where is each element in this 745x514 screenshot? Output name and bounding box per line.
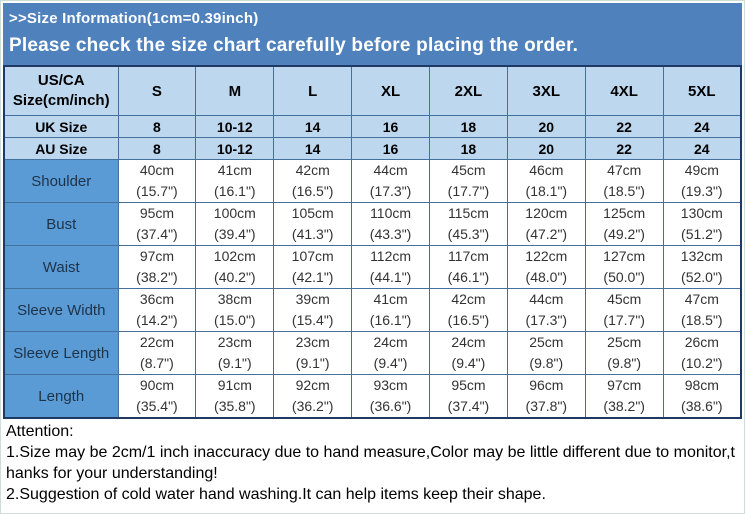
measurement-cell: 26cm (10.2") xyxy=(662,331,742,375)
au-size-value: 8 xyxy=(117,137,197,160)
attention-note-2: 2.Suggestion of cold water hand washing.… xyxy=(6,486,546,503)
measurement-cell: 44cm (17.3") xyxy=(506,288,586,332)
sleeve-length-row: Sleeve Length 22cm (8.7") 23cm (9.1") 23… xyxy=(3,331,742,375)
measurement-cell: 22cm (8.7") xyxy=(117,331,197,375)
measurement-cell: 41cm (16.1") xyxy=(351,288,430,332)
size-column-header-m: M xyxy=(195,65,275,116)
measurement-cell: 25cm (9.8") xyxy=(506,331,586,375)
measurement-cell: 93cm (36.6") xyxy=(351,374,430,419)
size-column-header-xl: XL xyxy=(351,65,430,116)
measurement-cell: 23cm (9.1") xyxy=(195,331,275,375)
measurement-cell: 132cm (52.0") xyxy=(662,245,742,289)
uk-size-value: 20 xyxy=(506,115,586,138)
measurement-cell: 95cm (37.4") xyxy=(429,374,508,419)
measurement-cell: 96cm (37.8") xyxy=(506,374,586,419)
au-size-label: AU Size xyxy=(3,137,119,160)
banner: >>Size Information(1cm=0.39inch) Please … xyxy=(3,3,742,65)
attention-title: Attention: xyxy=(6,423,74,440)
measurement-cell: 107cm (42.1") xyxy=(273,245,353,289)
row-label-shoulder: Shoulder xyxy=(3,159,119,203)
measurement-cell: 102cm (40.2") xyxy=(195,245,275,289)
uk-size-value: 24 xyxy=(662,115,742,138)
au-size-value: 20 xyxy=(506,137,586,160)
measurement-cell: 117cm (46.1") xyxy=(429,245,508,289)
row-label-bust: Bust xyxy=(3,202,119,246)
au-size-value: 22 xyxy=(584,137,664,160)
length-row: Length 90cm (35.4") 91cm (35.8") 92cm (3… xyxy=(3,374,742,419)
measurement-cell: 97cm (38.2") xyxy=(584,374,664,419)
measurement-cell: 98cm (38.6") xyxy=(662,374,742,419)
size-column-header-4xl: 4XL xyxy=(584,65,664,116)
corner-header: US/CA Size(cm/inch) xyxy=(3,65,119,116)
measurement-cell: 112cm (44.1") xyxy=(351,245,430,289)
measurement-cell: 46cm (18.1") xyxy=(506,159,586,203)
size-column-header-l: L xyxy=(273,65,353,116)
measurement-cell: 125cm (49.2") xyxy=(584,202,664,246)
measurement-cell: 42cm (16.5") xyxy=(429,288,508,332)
bust-row: Bust 95cm (37.4") 100cm (39.4") 105cm (4… xyxy=(3,202,742,246)
size-header-row: US/CA Size(cm/inch) S M L XL 2XL 3XL 4XL… xyxy=(3,65,742,116)
au-size-value: 18 xyxy=(429,137,508,160)
au-size-value: 14 xyxy=(273,137,353,160)
uk-size-value: 8 xyxy=(117,115,197,138)
measurement-cell: 105cm (41.3") xyxy=(273,202,353,246)
measurement-cell: 130cm (51.2") xyxy=(662,202,742,246)
measurement-cell: 47cm (18.5") xyxy=(584,159,664,203)
attention-section: Attention: 1.Size may be 2cm/1 inch inac… xyxy=(3,419,742,505)
size-column-header-s: S xyxy=(117,65,197,116)
waist-row: Waist 97cm (38.2") 102cm (40.2") 107cm (… xyxy=(3,245,742,289)
size-column-header-2xl: 2XL xyxy=(429,65,508,116)
uk-size-row: UK Size 8 10-12 14 16 18 20 22 24 xyxy=(3,115,742,138)
measurement-cell: 24cm (9.4") xyxy=(429,331,508,375)
measurement-cell: 39cm (15.4") xyxy=(273,288,353,332)
size-column-header-5xl: 5XL xyxy=(662,65,742,116)
au-size-value: 16 xyxy=(351,137,430,160)
measurement-cell: 47cm (18.5") xyxy=(662,288,742,332)
measurement-cell: 23cm (9.1") xyxy=(273,331,353,375)
uk-size-value: 10-12 xyxy=(195,115,275,138)
measurement-cell: 44cm (17.3") xyxy=(351,159,430,203)
measurement-cell: 95cm (37.4") xyxy=(117,202,197,246)
measurement-cell: 110cm (43.3") xyxy=(351,202,430,246)
measurement-cell: 38cm (15.0") xyxy=(195,288,275,332)
shoulder-row: Shoulder 40cm (15.7") 41cm (16.1") 42cm … xyxy=(3,159,742,203)
measurement-cell: 91cm (35.8") xyxy=(195,374,275,419)
size-chart-notice: Please check the size chart carefully be… xyxy=(9,35,579,56)
measurement-cell: 40cm (15.7") xyxy=(117,159,197,203)
row-label-sleeve-width: Sleeve Width xyxy=(3,288,119,332)
measurement-cell: 45cm (17.7") xyxy=(429,159,508,203)
measurement-cell: 97cm (38.2") xyxy=(117,245,197,289)
size-information-title: >>Size Information(1cm=0.39inch) xyxy=(9,10,259,27)
uk-size-value: 22 xyxy=(584,115,664,138)
measurement-cell: 90cm (35.4") xyxy=(117,374,197,419)
measurement-cell: 120cm (47.2") xyxy=(506,202,586,246)
measurement-cell: 24cm (9.4") xyxy=(351,331,430,375)
size-table: US/CA Size(cm/inch) S M L XL 2XL 3XL 4XL… xyxy=(3,65,742,419)
measurement-cell: 41cm (16.1") xyxy=(195,159,275,203)
uk-size-value: 18 xyxy=(429,115,508,138)
measurement-cell: 122cm (48.0") xyxy=(506,245,586,289)
uk-size-label: UK Size xyxy=(3,115,119,138)
measurement-cell: 49cm (19.3") xyxy=(662,159,742,203)
uk-size-value: 14 xyxy=(273,115,353,138)
row-label-sleeve-length: Sleeve Length xyxy=(3,331,119,375)
measurement-cell: 100cm (39.4") xyxy=(195,202,275,246)
measurement-cell: 25cm (9.8") xyxy=(584,331,664,375)
measurement-cell: 42cm (16.5") xyxy=(273,159,353,203)
attention-note-1: 1.Size may be 2cm/1 inch inaccuracy due … xyxy=(6,444,735,482)
measurement-cell: 92cm (36.2") xyxy=(273,374,353,419)
row-label-waist: Waist xyxy=(3,245,119,289)
au-size-value: 24 xyxy=(662,137,742,160)
measurement-cell: 45cm (17.7") xyxy=(584,288,664,332)
au-size-row: AU Size 8 10-12 14 16 18 20 22 24 xyxy=(3,137,742,160)
size-column-header-3xl: 3XL xyxy=(506,65,586,116)
au-size-value: 10-12 xyxy=(195,137,275,160)
measurement-cell: 36cm (14.2") xyxy=(117,288,197,332)
measurement-cell: 127cm (50.0") xyxy=(584,245,664,289)
uk-size-value: 16 xyxy=(351,115,430,138)
row-label-length: Length xyxy=(3,374,119,419)
sleeve-width-row: Sleeve Width 36cm (14.2") 38cm (15.0") 3… xyxy=(3,288,742,332)
measurement-cell: 115cm (45.3") xyxy=(429,202,508,246)
